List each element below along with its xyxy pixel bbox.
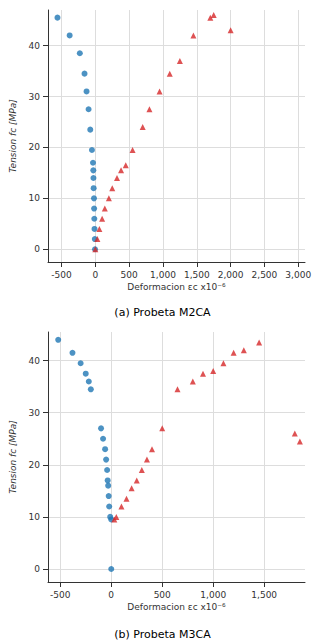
svg-text:0: 0: [34, 244, 40, 254]
svg-text:30: 30: [29, 92, 41, 102]
svg-text:500: 500: [154, 590, 171, 600]
svg-text:-500: -500: [50, 590, 71, 600]
svg-text:40: 40: [29, 356, 41, 366]
svg-text:30: 30: [29, 408, 41, 418]
svg-text:40: 40: [29, 41, 41, 51]
svg-text:10: 10: [29, 512, 41, 522]
svg-text:0: 0: [34, 564, 40, 574]
svg-text:3,000: 3,000: [285, 270, 311, 280]
svg-text:0: 0: [92, 270, 98, 280]
svg-text:1,500: 1,500: [251, 590, 277, 600]
svg-text:0: 0: [108, 590, 114, 600]
svg-text:Tension fc [MPa]: Tension fc [MPa]: [8, 420, 18, 494]
svg-text:1,500: 1,500: [184, 270, 210, 280]
svg-text:(b) Probeta M3CA: (b) Probeta M3CA: [114, 628, 211, 641]
svg-text:2,500: 2,500: [252, 270, 278, 280]
svg-text:20: 20: [29, 142, 41, 152]
svg-text:Deformacion εc x10⁻⁶: Deformacion εc x10⁻⁶: [127, 282, 226, 292]
svg-text:Tension fc [MPa]: Tension fc [MPa]: [8, 99, 18, 173]
svg-text:10: 10: [29, 193, 41, 203]
svg-text:(a) Probeta M2CA: (a) Probeta M2CA: [114, 306, 211, 319]
svg-text:Deformacion εc x10⁻⁶: Deformacion εc x10⁻⁶: [127, 602, 226, 612]
svg-text:1,000: 1,000: [150, 270, 176, 280]
svg-text:-500: -500: [51, 270, 72, 280]
svg-text:2,000: 2,000: [218, 270, 244, 280]
svg-text:500: 500: [121, 270, 138, 280]
svg-text:1,000: 1,000: [200, 590, 226, 600]
svg-text:20: 20: [29, 460, 41, 470]
